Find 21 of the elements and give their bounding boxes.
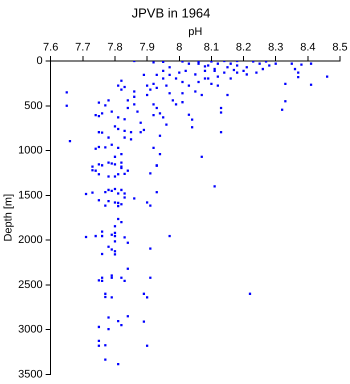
x-tick-label: 8.1 (204, 41, 220, 54)
x-tick-label: 8.3 (268, 41, 284, 54)
y-tick-label: 3000 (18, 324, 43, 336)
x-axis-title: pH (188, 26, 202, 38)
y-tick-label: 500 (24, 100, 43, 112)
y-tick-label: 3500 (18, 368, 43, 380)
x-tick-label: 7.8 (107, 41, 123, 54)
y-tick-label: 1000 (18, 144, 43, 157)
x-tick-label: 7.7 (75, 41, 90, 54)
x-tick-label: 8 (176, 41, 182, 54)
x-tick-label: 8.5 (332, 41, 348, 54)
x-tick-label: 8.2 (236, 41, 252, 54)
x-tick-label: 7.6 (43, 41, 58, 54)
x-tick-label: 7.9 (139, 41, 155, 54)
y-tick-label: 0 (36, 55, 43, 68)
y-axis-title: Depth [m] (2, 194, 15, 242)
y-tick-label: 1500 (18, 189, 43, 202)
y-tick-label: 2000 (18, 234, 43, 246)
chart-title: JPVB in 1964 (132, 5, 210, 20)
x-tick-label: 8.4 (300, 41, 316, 54)
y-tick-label: 2500 (18, 278, 43, 291)
